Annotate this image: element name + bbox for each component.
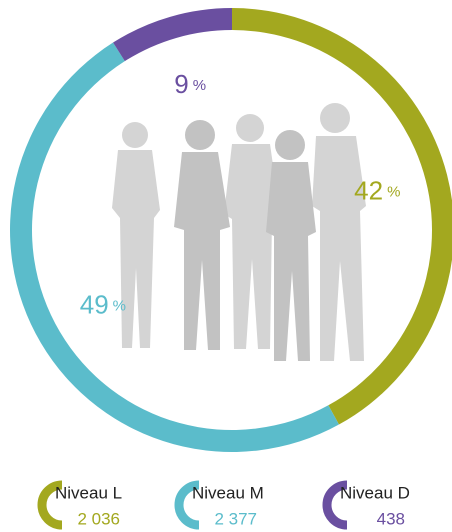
legend-count: 438 — [377, 509, 405, 528]
donut-segment — [232, 8, 452, 425]
value-label: 9% — [174, 69, 206, 99]
donut-segment — [113, 8, 232, 62]
value-number: 9 — [174, 69, 188, 99]
value-label: 42% — [354, 176, 400, 206]
value-unit: % — [387, 184, 400, 201]
legend-label: Niveau L — [55, 483, 122, 502]
legend-icon — [37, 480, 63, 530]
legend-icon — [174, 480, 200, 530]
value-unit: % — [113, 297, 126, 314]
legend-label: Niveau M — [192, 483, 264, 502]
value-number: 42 — [354, 176, 383, 206]
legend-count: 2 377 — [214, 509, 257, 528]
legend-label: Niveau D — [340, 483, 410, 502]
legend-count: 2 036 — [77, 509, 120, 528]
value-label: 49% — [80, 289, 126, 319]
silhouettes — [112, 103, 366, 361]
legend-icon — [322, 480, 348, 530]
value-unit: % — [193, 77, 206, 94]
value-number: 49 — [80, 289, 109, 319]
